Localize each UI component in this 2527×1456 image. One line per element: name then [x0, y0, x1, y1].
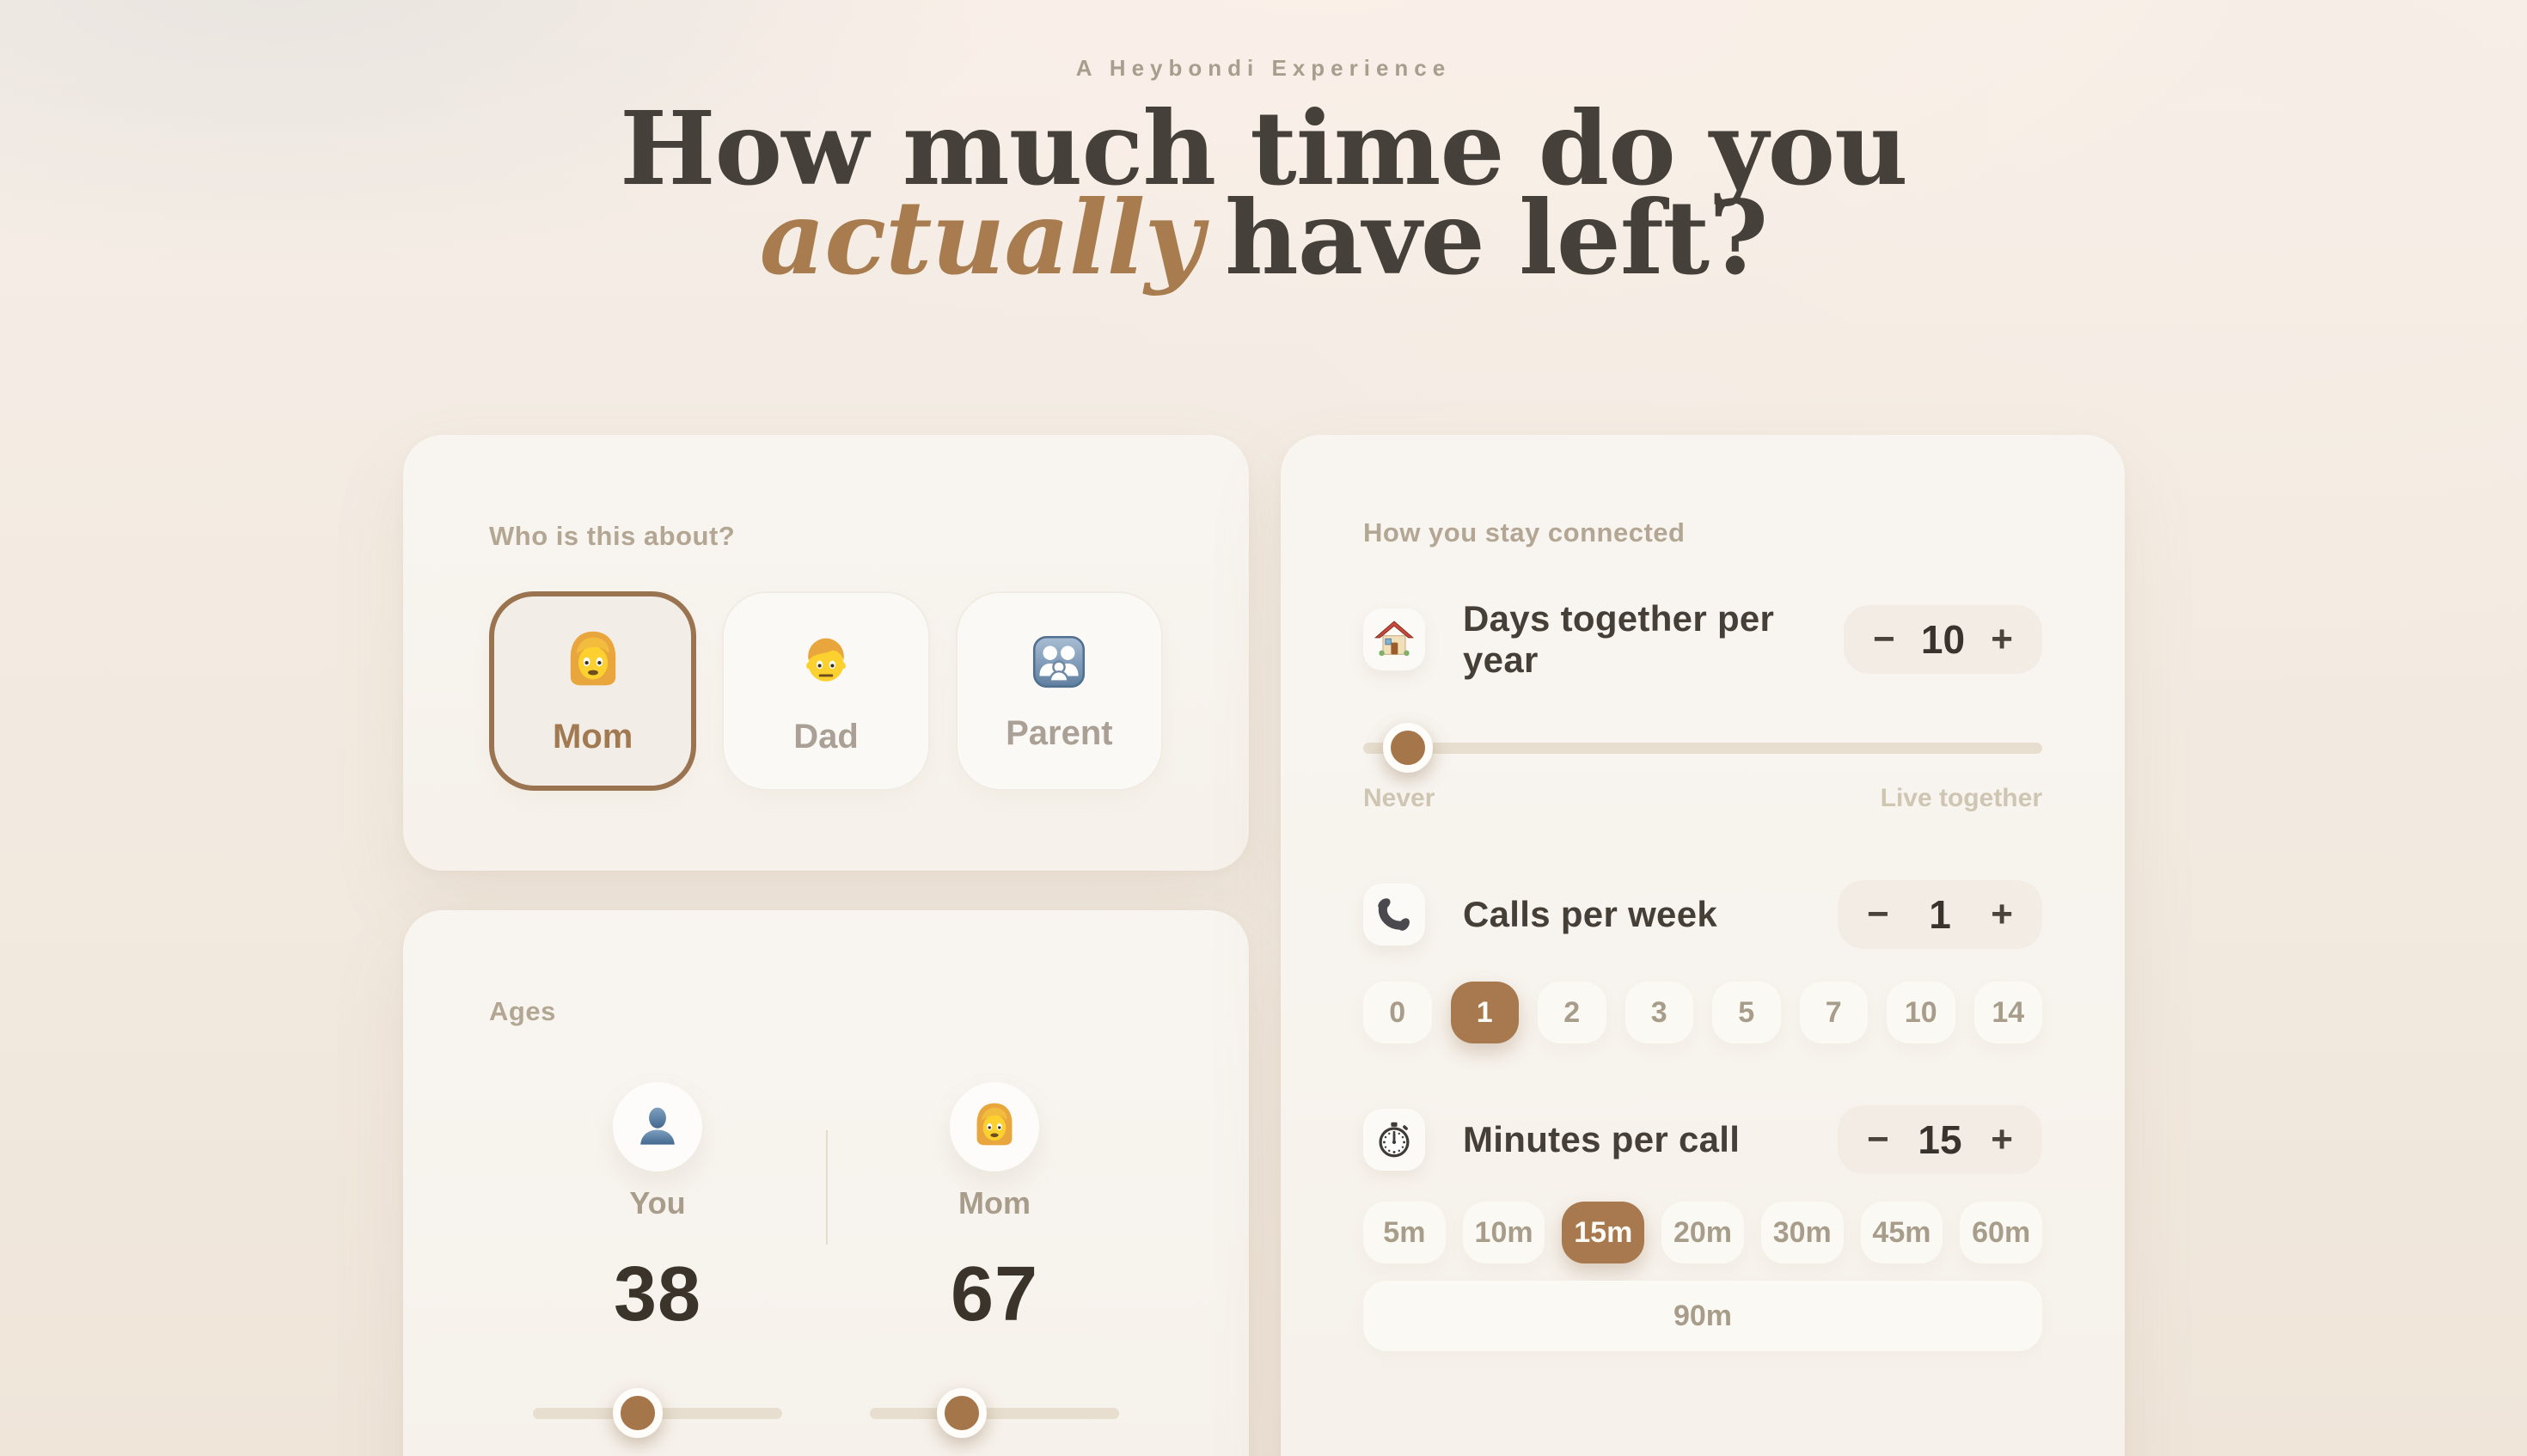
calls-chip[interactable]: 10 [1887, 982, 1955, 1043]
minus-button[interactable]: − [1867, 1118, 1889, 1160]
avatar [613, 1082, 702, 1172]
column-divider [826, 1130, 828, 1245]
title-line2-rest: have left? [1224, 178, 1768, 297]
minus-button[interactable]: − [1872, 618, 1895, 660]
slider-end-labels: Never Live together [1363, 784, 2042, 813]
icon-box [1363, 609, 1425, 670]
age-column-you: You 38 [489, 1082, 826, 1439]
woman-emoji-icon [570, 631, 615, 685]
slider-track[interactable] [870, 1407, 1119, 1419]
minutes-chip[interactable]: 20m [1661, 1202, 1744, 1263]
page-header: A Heybondi Experience How much time do y… [0, 0, 2527, 289]
slider-thumb[interactable] [1383, 723, 1434, 773]
minutes-chip-90[interactable]: 90m [1363, 1281, 2042, 1351]
minutes-chip-row: 5m 10m 15m 20m 30m 45m 60m [1363, 1202, 2043, 1263]
slider-thumb[interactable] [612, 1388, 663, 1438]
calls-chip[interactable]: 5 [1712, 982, 1781, 1043]
minus-button[interactable]: − [1867, 893, 1889, 935]
age-value: 38 [613, 1251, 702, 1337]
minutes-per-call-label: Minutes per call [1463, 1119, 1741, 1159]
who-card-label: Who is this about? [489, 521, 736, 551]
days-together-row: Days together per year − 10 + [1363, 598, 2042, 681]
stopwatch-icon [1379, 1121, 1410, 1158]
days-together-label: Days together per year [1463, 598, 1775, 680]
calls-chip[interactable]: 3 [1624, 982, 1693, 1043]
avatar [950, 1082, 1039, 1172]
calls-per-week-label: Calls per week [1463, 894, 1718, 934]
days-stepper: − 10 + [1843, 605, 2042, 674]
icon-box [1363, 1109, 1425, 1171]
who-option-label: Dad [793, 717, 859, 756]
slider-track[interactable] [1363, 742, 2042, 754]
days-value: 10 [1920, 617, 1966, 662]
family-emoji-icon [1033, 635, 1086, 688]
calls-chip-row: 0 1 2 3 5 7 10 14 [1363, 982, 2042, 1043]
person-name: Mom [958, 1185, 1031, 1220]
plus-button[interactable]: + [1991, 893, 2013, 935]
house-icon [1374, 621, 1414, 657]
minutes-stepper: − 15 + [1838, 1105, 2042, 1174]
page-title: How much time do you actually have left? [0, 98, 2527, 289]
who-option-mom[interactable]: Mom [489, 591, 697, 791]
woman-emoji-icon [976, 1103, 1013, 1146]
plus-button[interactable]: + [1991, 1118, 2013, 1160]
connected-card: How you stay connected Days together per… [1281, 435, 2125, 1456]
phone-icon [1372, 892, 1416, 937]
eyebrow-label: A Heybondi Experience [1075, 55, 1452, 81]
days-slider[interactable] [1363, 722, 2042, 774]
calls-chip[interactable]: 7 [1799, 982, 1868, 1043]
age-slider-mom[interactable] [870, 1387, 1119, 1439]
plus-button[interactable]: + [1991, 618, 2013, 660]
slider-max-label: Live together [1880, 784, 2042, 812]
title-line1: How much time do you [620, 89, 1908, 208]
minutes-chip[interactable]: 45m [1860, 1202, 1943, 1263]
who-options-row: Mom Dad Parent [489, 591, 1163, 791]
who-option-label: Mom [553, 717, 633, 756]
ages-columns: You 38 Mom 67 [489, 1082, 1163, 1439]
who-option-label: Parent [1006, 713, 1113, 752]
minutes-chip[interactable]: 30m [1760, 1202, 1844, 1263]
minutes-chip[interactable]: 10m [1462, 1202, 1545, 1263]
slider-min-label: Never [1363, 784, 1435, 812]
icon-box [1363, 884, 1425, 945]
calls-chip-selected[interactable]: 1 [1450, 982, 1519, 1043]
person-silhouette-icon [640, 1107, 675, 1145]
age-slider-you[interactable] [533, 1387, 782, 1439]
calls-chip[interactable]: 0 [1363, 982, 1432, 1043]
calls-stepper: − 1 + [1838, 880, 2042, 949]
calls-chip[interactable]: 2 [1538, 982, 1606, 1043]
minutes-value: 15 [1918, 1117, 1962, 1162]
title-accent-word: actually [759, 178, 1203, 297]
ages-card-label: Ages [489, 996, 556, 1026]
who-option-parent[interactable]: Parent [955, 591, 1163, 791]
minutes-chip-wide-row: 90m [1363, 1281, 2042, 1351]
who-card: Who is this about? Mom Dad Parent [403, 435, 1249, 871]
calls-per-week-row: Calls per week − 1 + [1363, 880, 2042, 949]
age-column-mom: Mom 67 [826, 1082, 1163, 1439]
slider-thumb[interactable] [937, 1388, 988, 1438]
man-emoji-icon [805, 636, 847, 682]
minutes-chip[interactable]: 5m [1363, 1202, 1446, 1263]
minutes-chip[interactable]: 60m [1960, 1202, 2043, 1263]
ages-card: Ages You 38 Mom 67 [403, 910, 1249, 1456]
connected-card-label: How you stay connected [1363, 517, 1686, 548]
person-name: You [629, 1185, 686, 1220]
calls-value: 1 [1929, 892, 1951, 937]
calls-chip[interactable]: 14 [1973, 982, 2042, 1043]
minutes-chip-selected[interactable]: 15m [1562, 1202, 1645, 1263]
minutes-per-call-row: Minutes per call − 15 + [1363, 1105, 2042, 1174]
age-value: 67 [950, 1251, 1039, 1337]
who-option-dad[interactable]: Dad [722, 591, 930, 791]
